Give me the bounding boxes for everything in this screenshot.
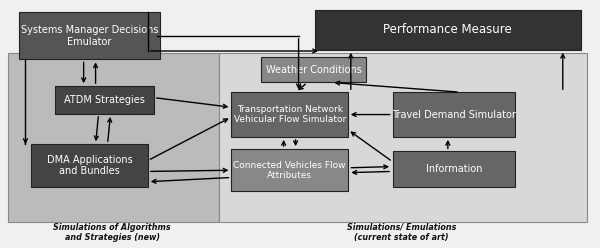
Bar <box>232 149 348 191</box>
Text: Weather Conditions: Weather Conditions <box>266 65 361 75</box>
Text: Connected Vehicles Flow
Attributes: Connected Vehicles Flow Attributes <box>233 160 346 180</box>
Bar <box>220 53 587 222</box>
Text: Simulations/ Emulations
(current state of art): Simulations/ Emulations (current state o… <box>347 223 456 242</box>
Bar <box>19 12 160 60</box>
Text: Systems Manager Decisions
Emulator: Systems Manager Decisions Emulator <box>21 25 158 47</box>
Bar <box>261 57 366 83</box>
Bar <box>315 10 581 50</box>
Bar <box>55 86 154 114</box>
Bar <box>392 152 515 186</box>
Text: DMA Applications
and Bundles: DMA Applications and Bundles <box>47 155 133 176</box>
Bar <box>392 92 515 137</box>
Text: ATDM Strategies: ATDM Strategies <box>64 95 145 105</box>
Text: Simulations of Algorithms
and Strategies (new): Simulations of Algorithms and Strategies… <box>53 223 171 242</box>
Text: Travel Demand Simulator: Travel Demand Simulator <box>392 110 516 120</box>
Bar <box>31 144 148 186</box>
Bar <box>232 92 348 137</box>
Text: Information: Information <box>425 164 482 174</box>
Text: Performance Measure: Performance Measure <box>383 23 512 36</box>
Bar <box>8 53 220 222</box>
Text: Transportation Network
Vehicular Flow Simulator: Transportation Network Vehicular Flow Si… <box>233 105 346 124</box>
